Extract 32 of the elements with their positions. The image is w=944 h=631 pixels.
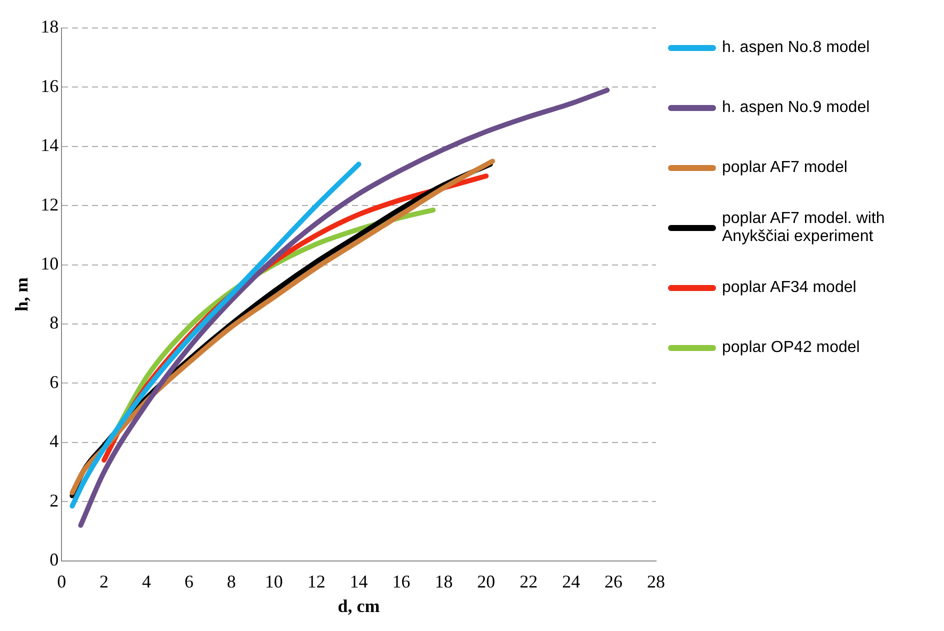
y-tick-label: 18 xyxy=(40,16,59,37)
x-tick-label: 14 xyxy=(350,571,368,592)
x-tick-label: 20 xyxy=(477,571,496,592)
y-tick-label: 14 xyxy=(40,135,59,156)
y-tick-label: 8 xyxy=(50,312,59,333)
x-tick-label: 12 xyxy=(307,571,326,592)
x-tick-label: 16 xyxy=(392,571,410,592)
x-tick-label: 6 xyxy=(184,571,194,592)
y-tick-label: 16 xyxy=(40,76,59,96)
y-axis-title: h, m xyxy=(11,277,32,312)
legend-label: h. aspen No.9 model xyxy=(722,99,870,117)
y-tick-label: 10 xyxy=(40,254,59,274)
legend-label: poplar OP42 model xyxy=(722,339,860,357)
y-tick-label: 0 xyxy=(50,550,59,570)
y-tick-label: 12 xyxy=(40,194,59,214)
legend-label: poplar AF7 model. with Anykščiai experiment xyxy=(722,210,886,246)
x-axis-title: d, cm xyxy=(338,596,380,616)
x-tick-label: 8 xyxy=(226,571,236,592)
y-tick-label: 4 xyxy=(50,431,59,452)
x-tick-label: 2 xyxy=(100,571,109,592)
x-tick-label: 10 xyxy=(264,571,283,592)
legend-label: poplar AF7 model xyxy=(722,159,848,177)
y-tick-label: 6 xyxy=(50,372,59,392)
x-tick-label: 22 xyxy=(520,571,538,592)
legend-label: h. aspen No.8 model xyxy=(722,39,870,57)
y-tick-label: 2 xyxy=(50,490,59,510)
x-tick-label: 28 xyxy=(647,571,665,592)
x-tick-label: 18 xyxy=(434,571,453,592)
x-tick-label: 4 xyxy=(142,571,152,592)
x-tick-label: 24 xyxy=(562,571,580,592)
legend-label: poplar AF34 model xyxy=(722,279,856,297)
x-tick-label: 26 xyxy=(604,571,623,592)
